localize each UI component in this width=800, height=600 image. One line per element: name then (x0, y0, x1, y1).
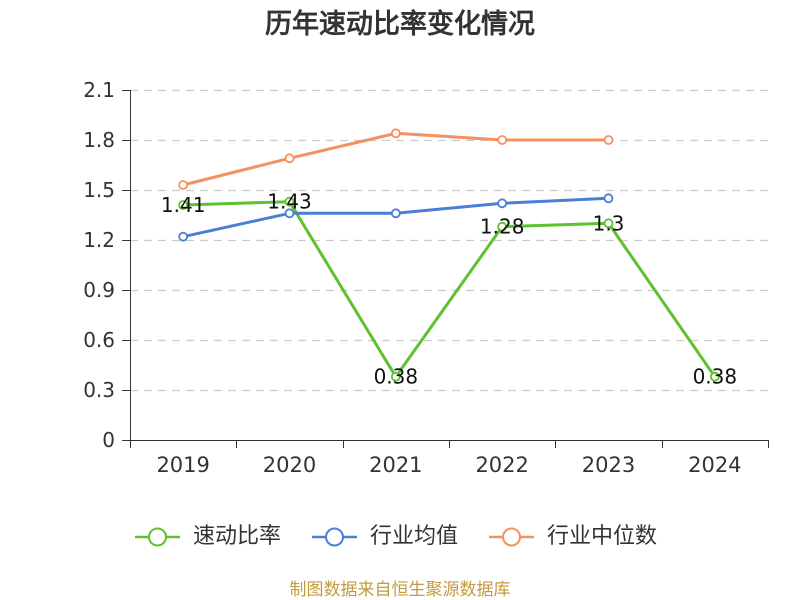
industry-median-point (178, 180, 189, 190)
quick-ratio-data-label: 1.41 (161, 193, 206, 217)
legend-item-quick-ratio[interactable]: 速动比率 (134, 523, 281, 551)
legend-line-circle-icon (489, 527, 534, 547)
legend-circle (502, 527, 521, 547)
x-tick-label: 2022 (475, 453, 528, 477)
quick-ratio-point (709, 371, 720, 382)
quick-ratio-line (181, 200, 717, 379)
axes: 0 0.3 0.6 0.9 1.2 1.5 1.8 2.1 2019 2020 2021 2022 20… (83, 78, 769, 477)
legend-line-circle-icon (135, 527, 180, 547)
industry-median-point (284, 153, 295, 164)
quick-ratio-point (178, 200, 189, 210)
x-tick-label: 2021 (369, 453, 422, 477)
industry-average-point (390, 208, 401, 219)
y-tick-label: 0.6 (83, 328, 115, 352)
industry-average-point (284, 208, 295, 219)
industry-median-point (497, 135, 508, 145)
x-tick-label: 2024 (688, 453, 741, 477)
legend-label: 速动比率 (193, 524, 282, 549)
quick-ratio-data-label: 1.28 (480, 215, 525, 239)
industry-average-point (603, 193, 614, 204)
industry-median-point (390, 128, 401, 139)
industry-median-point (603, 135, 614, 145)
legend-item-industry-median[interactable]: 行业中位数 (488, 523, 657, 551)
legend-label: 行业均值 (370, 524, 459, 549)
quick-ratio-data-label: 0.38 (374, 365, 419, 389)
quick-ratio-point (284, 196, 295, 207)
quick-ratio-point (603, 218, 614, 229)
quick-ratio-data-label: 0.38 (693, 365, 738, 389)
data-labels: 1.41 1.43 0.38 1.28 1.3 0.38 (161, 190, 737, 389)
quick-ratio-data-label: 1.43 (267, 190, 312, 214)
quick-ratio-point (390, 371, 401, 382)
y-tick-label: 1.2 (83, 228, 115, 252)
series (178, 128, 720, 382)
legend-item-industry-average[interactable]: 行业均值 (311, 523, 458, 551)
legend-circle (148, 527, 167, 547)
y-tick-label: 1.5 (83, 178, 115, 202)
legend-label: 行业中位数 (547, 524, 658, 549)
industry-average-point (497, 198, 508, 209)
quick-ratio-point (497, 221, 508, 232)
x-tick-label: 2020 (263, 453, 316, 477)
chart-title: 历年速动比率变化情况 (265, 9, 535, 40)
x-tick-label: 2019 (156, 453, 209, 477)
y-tick-label: 0.9 (83, 278, 115, 302)
industry-average-point (178, 231, 189, 242)
y-tick-label: 1.8 (83, 128, 115, 152)
legend-line-circle-icon (312, 527, 357, 547)
quick-ratio-data-label: 1.3 (593, 211, 625, 235)
legend-circle (325, 527, 344, 547)
data-source-footer: 制图数据来自恒生聚源数据库 (289, 580, 511, 600)
x-tick-label: 2023 (582, 453, 635, 477)
y-tick-label: 2.1 (83, 78, 115, 102)
y-tick-label: 0.3 (83, 378, 115, 402)
y-tick-label: 0 (102, 428, 115, 452)
